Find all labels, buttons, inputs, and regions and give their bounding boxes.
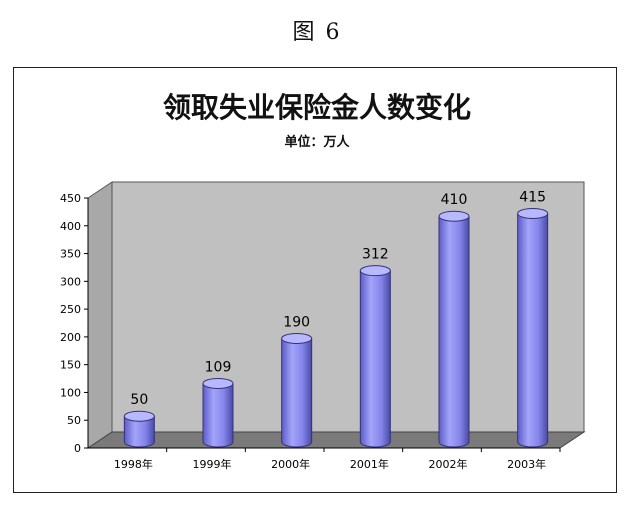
bar xyxy=(123,410,155,448)
bar xyxy=(202,377,234,448)
bar-value-label: 410 xyxy=(441,192,468,208)
bar-value-label: 109 xyxy=(205,359,232,375)
floor xyxy=(86,431,586,449)
bar-top xyxy=(202,377,234,389)
x-tick-label: 1998年 xyxy=(114,457,153,471)
y-tick-label: 50 xyxy=(67,414,81,427)
bar-value-label: 312 xyxy=(362,247,389,263)
y-tick-label: 450 xyxy=(60,192,81,205)
x-tick-label: 2003年 xyxy=(507,457,546,471)
x-tick-label: 1999年 xyxy=(193,457,232,471)
bar-top xyxy=(359,265,391,277)
x-tick-label: 2000年 xyxy=(271,457,310,471)
y-tick-label: 250 xyxy=(60,303,81,316)
bar-body xyxy=(123,415,155,448)
bar-body xyxy=(517,212,549,448)
bar-body xyxy=(359,270,391,448)
y-tick-label: 0 xyxy=(74,442,81,455)
bar-value-label: 50 xyxy=(130,392,148,408)
bar-top xyxy=(517,207,549,219)
figure-label: 图 6 xyxy=(292,20,342,45)
y-tick-label: 200 xyxy=(60,331,81,344)
bar-body xyxy=(281,337,313,448)
bar-top xyxy=(438,210,470,222)
y-tick-label: 300 xyxy=(60,275,81,288)
bar-value-label: 190 xyxy=(283,314,310,330)
x-tick-label: 2002年 xyxy=(429,457,468,471)
chart-title: 领取失业保险金人数变化 xyxy=(162,91,471,124)
x-tick-label: 2001年 xyxy=(350,457,389,471)
bar-body xyxy=(438,215,470,448)
bar xyxy=(438,210,470,448)
side-wall xyxy=(87,181,113,449)
back-wall xyxy=(111,181,585,433)
chart-subtitle: 单位：万人 xyxy=(284,135,350,150)
bar-body xyxy=(202,382,234,448)
y-tick-label: 400 xyxy=(60,220,81,233)
bar-value-label: 415 xyxy=(519,189,546,205)
bar xyxy=(281,332,313,448)
y-tick-label: 150 xyxy=(60,359,81,372)
bar xyxy=(517,207,549,448)
bar xyxy=(359,265,391,448)
bar-top xyxy=(123,410,155,422)
y-tick-label: 100 xyxy=(60,386,81,399)
bar-top xyxy=(281,332,313,344)
y-tick-label: 350 xyxy=(60,248,81,261)
